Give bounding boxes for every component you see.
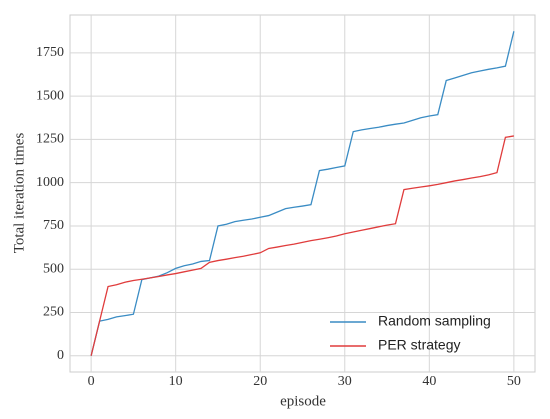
y-tick-label: 0 [57, 348, 64, 363]
y-tick-label: 750 [43, 218, 64, 233]
y-tick-label: 1500 [36, 88, 64, 103]
x-tick-label: 10 [169, 374, 183, 389]
x-tick-label: 40 [422, 374, 436, 389]
x-tick-label: 20 [253, 374, 267, 389]
y-tick-label: 1250 [36, 132, 64, 147]
legend-label: Random sampling [378, 313, 491, 329]
x-tick-label: 30 [338, 374, 352, 389]
legend-label: PER strategy [378, 337, 460, 353]
y-tick-label: 1750 [36, 45, 64, 60]
y-tick-label: 1000 [36, 175, 64, 190]
x-tick-label: 50 [507, 374, 521, 389]
y-tick-label: 250 [43, 305, 64, 320]
y-axis-label: Total iteration times [11, 133, 27, 254]
line [90, 135, 514, 356]
y-tick-label: 500 [43, 261, 64, 276]
x-axis-label: episode [280, 393, 326, 409]
line [90, 31, 515, 356]
x-tick-label: 0 [88, 374, 95, 389]
